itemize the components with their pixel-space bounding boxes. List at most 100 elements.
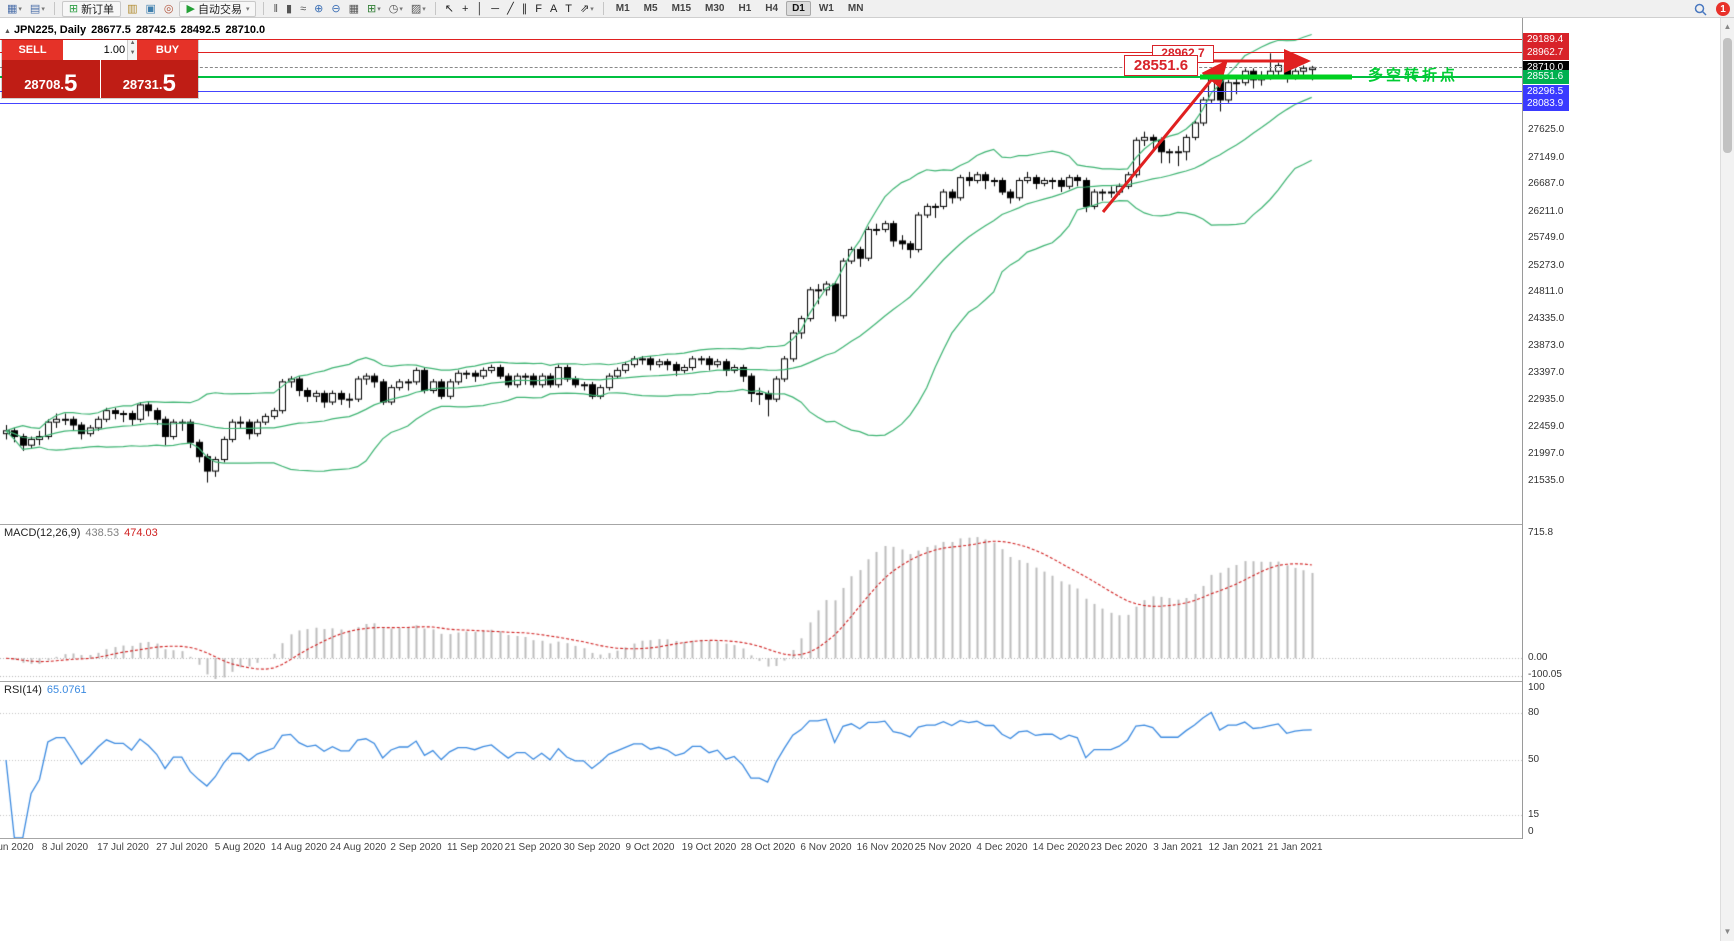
rsi-tick: 80 (1528, 707, 1540, 718)
sell-price-main: 28708. (24, 77, 64, 92)
add-indicator-icon: ⊞ (366, 2, 377, 15)
timeframe-m5-button[interactable]: M5 (643, 3, 658, 14)
scroll-up-icon[interactable]: ▲ (1723, 22, 1732, 31)
zoom-out-button[interactable]: ⊖ (328, 1, 343, 17)
add-indicator-button[interactable]: ⊞ ▾ (364, 1, 384, 17)
price-tick: 24811.0 (1528, 286, 1564, 297)
chart-window: 28962.7 28551.6 多空转折点 ▲ JPN225, Daily 2867… (0, 18, 1734, 941)
date-label: 14 Dec 2020 (1032, 842, 1090, 853)
rsi-label: RSI(14) 65.0761 (4, 684, 87, 696)
profiles-icon: ▤ (29, 2, 41, 15)
date-label: 19 Oct 2020 (681, 842, 737, 853)
date-label: 2 Sep 2020 (390, 842, 442, 853)
notification-badge[interactable]: 1 (1716, 2, 1730, 16)
date-label: 17 Jul 2020 (97, 842, 149, 853)
buy-price-button[interactable]: 28731. 5 (100, 60, 198, 98)
trendline-button[interactable]: ╱ (504, 1, 517, 17)
bar-chart-button[interactable]: ‖ (270, 1, 281, 17)
price-tick: 27149.0 (1528, 152, 1565, 163)
rsi-pane-divider[interactable] (0, 681, 1720, 682)
price-tick: 21535.0 (1528, 475, 1565, 486)
templates-icon: ▨ (410, 2, 422, 15)
add-indicator-caret-icon: ▾ (377, 5, 381, 13)
macd-value-main: 438.53 (85, 527, 120, 539)
buy-price-main: 28731. (122, 77, 163, 92)
autotrading-button[interactable]: ▶ 自动交易 ▾ (179, 0, 257, 17)
rsi-indicator-canvas[interactable] (0, 682, 1522, 838)
annotations-layer (1101, 49, 1352, 213)
support-price-callout[interactable]: 28551.6 (1124, 55, 1198, 77)
search-icon[interactable] (1691, 1, 1710, 17)
date-label: 5 Aug 2020 (214, 842, 266, 853)
turning-point-label[interactable]: 多空转折点 (1368, 67, 1459, 84)
label-icon: T (565, 2, 573, 15)
vertical-line-button[interactable]: │ (473, 1, 486, 17)
price-tick: 26211.0 (1528, 206, 1564, 217)
tile-windows-button[interactable]: ▦ (346, 1, 362, 17)
profiles-button[interactable]: ▤ ▾ (27, 1, 48, 17)
macd-pane-divider[interactable] (0, 524, 1720, 525)
cursor-icon: ↖ (444, 2, 454, 15)
date-label: 14 Aug 2020 (270, 842, 328, 853)
market-watch-button[interactable]: ▥ (124, 1, 140, 17)
scroll-down-icon[interactable]: ▼ (1723, 927, 1732, 936)
price-tick: 22459.0 (1528, 421, 1565, 432)
new-chart-button[interactable]: ▦ ▾ (4, 1, 25, 17)
channel-button[interactable]: ∥ (519, 1, 531, 17)
crosshair-button[interactable]: + (459, 1, 471, 17)
fibonacci-button[interactable]: F (532, 1, 545, 17)
timeframe-m1-button[interactable]: M1 (615, 3, 630, 14)
price-line-label: 28296.5 (1523, 85, 1569, 99)
sell-price-button[interactable]: 28708. 5 (2, 60, 100, 98)
macd-label: MACD(12,26,9) 438.53 474.03 (4, 527, 158, 539)
macd-tick: 0.00 (1528, 652, 1548, 663)
time-axis[interactable]: 29 Jun 2020 8 Jul 2020 17 Jul 2020 27 Jul 2… (0, 839, 1522, 857)
volume-up-icon[interactable]: ▲ (129, 40, 136, 46)
scrollbar-thumb[interactable] (1723, 38, 1732, 153)
timeframe-m15-button[interactable]: M15 (671, 3, 692, 14)
data-window-button[interactable]: ▣ (142, 1, 158, 17)
horizontal-line-button[interactable]: ─ (488, 1, 502, 17)
navigator-button[interactable]: ◎ (161, 1, 177, 17)
uptrend-arrow[interactable] (1101, 59, 1228, 213)
date-label: 16 Nov 2020 (856, 842, 914, 853)
volume-down-icon[interactable]: ▼ (129, 50, 136, 56)
timeframe-h1-button[interactable]: H1 (738, 3, 752, 14)
vertical-scrollbar[interactable]: ▲ ▼ (1720, 18, 1734, 941)
date-label: 27 Jul 2020 (156, 842, 208, 853)
timeframe-d1-button[interactable]: D1 (786, 1, 811, 16)
price-tick: 21997.0 (1528, 448, 1565, 459)
line-chart-button[interactable]: ≈ (297, 1, 309, 17)
price-chart-canvas[interactable] (0, 18, 1522, 524)
data-window-icon: ▣ (145, 2, 156, 15)
price-tick: 25749.0 (1528, 232, 1565, 243)
periods-button[interactable]: ◷ ▾ (386, 1, 406, 17)
timeframe-m30-button[interactable]: M30 (705, 3, 725, 14)
timeframe-h4-button[interactable]: H4 (765, 3, 779, 14)
templates-button[interactable]: ▨ ▾ (408, 1, 429, 17)
timeframe-w1-button[interactable]: W1 (818, 3, 834, 14)
cursor-button[interactable]: ↖ (442, 1, 457, 17)
date-label: 21 Jan 2021 (1267, 842, 1323, 853)
zoom-in-button[interactable]: ⊕ (311, 1, 326, 17)
navigator-icon: ◎ (163, 2, 174, 15)
sell-price-pips: 5 (63, 70, 78, 97)
toolbar-chart-group: ‖ ▮ ≈ ⊕ ⊖ ▦ ⊞ ▾ ◷ ▾ ▨ ▾ (269, 1, 429, 17)
sell-button[interactable]: SELL (2, 40, 63, 60)
arrows-button[interactable]: ⇗ ▾ (577, 1, 597, 17)
toolbar-draw-group: ↖ + │ ─ ╱ ∥ F A T ⇗ ▾ (441, 1, 598, 17)
new-order-button[interactable]: ⊞ 新订单 (61, 0, 122, 17)
candlestick-chart-button[interactable]: ▮ (283, 1, 295, 17)
macd-indicator-canvas[interactable] (0, 525, 1522, 681)
volume-stepper: ▲ ▼ (127, 40, 137, 60)
macd-tick: -100.05 (1528, 669, 1562, 680)
price-axis[interactable]: 27625.0 27149.0 26687.0 26211.0 25749.0 25273… (1522, 18, 1720, 839)
buy-button[interactable]: BUY (137, 40, 198, 60)
text-button[interactable]: A (547, 1, 560, 17)
label-button[interactable]: T (562, 1, 575, 17)
new-order-label: 新订单 (81, 3, 115, 16)
volume-input[interactable] (63, 40, 128, 60)
toolbar-mid-group: ▥ ▣ ◎ (123, 1, 177, 17)
timeframe-mn-button[interactable]: MN (847, 3, 864, 14)
toolbar-right-group: 1 (1690, 1, 1730, 17)
